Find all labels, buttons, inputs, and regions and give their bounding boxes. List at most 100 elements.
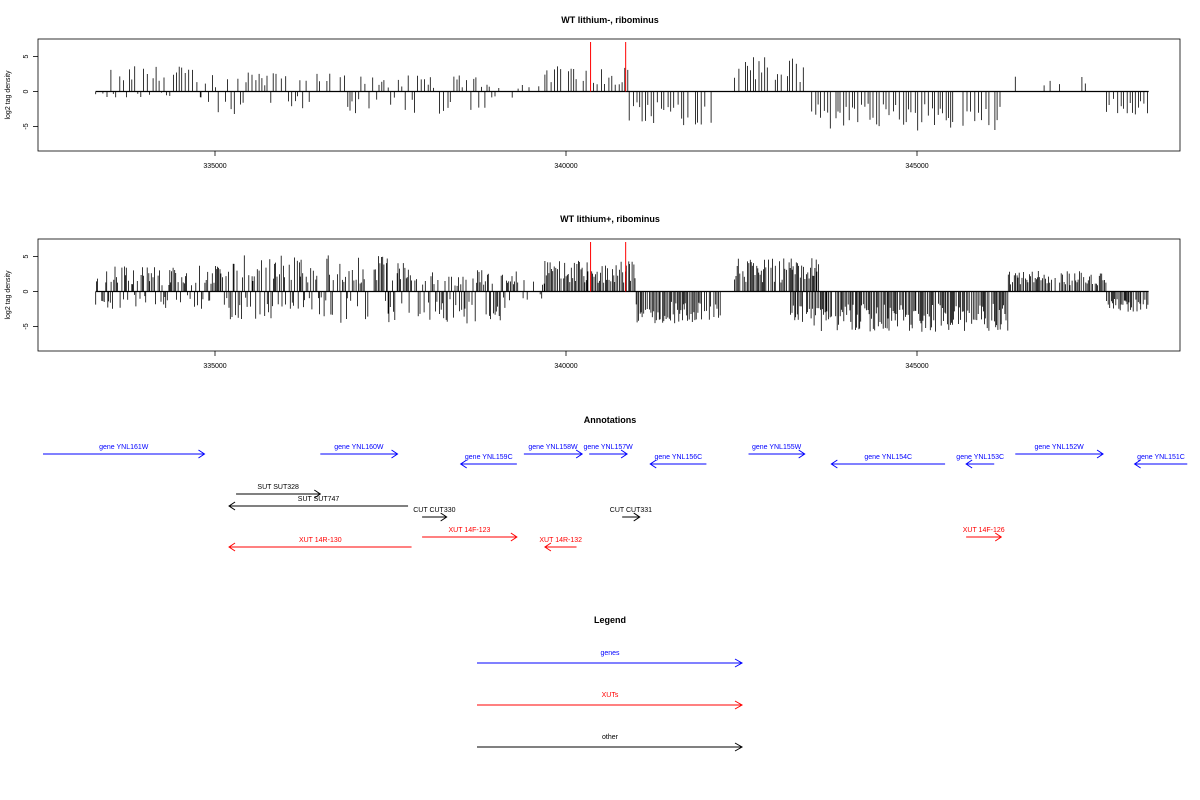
plot-frame <box>37 38 1181 152</box>
feature-label: gene YNL154C <box>864 454 912 461</box>
density-bars <box>95 255 1149 332</box>
x-tick-label: 345000 <box>905 163 928 170</box>
legend-item: other <box>477 734 744 752</box>
annotation-feature: CUT CUT331 <box>610 507 652 522</box>
annotation-feature: gene YNL152W <box>1015 444 1104 459</box>
density-bars <box>95 57 1148 131</box>
legend-label: other <box>602 734 619 741</box>
feature-label: gene YNL160W <box>334 444 384 451</box>
y-axis: -5 0 5 <box>23 254 38 330</box>
arrowhead-icon <box>1096 449 1104 459</box>
y-tick-label: 0 <box>23 289 30 293</box>
feature-label: XUT 14F-126 <box>963 527 1005 534</box>
feature-label: CUT CUT331 <box>610 507 652 514</box>
y-tick-label: 5 <box>23 254 30 258</box>
annotation-feature: XUT 14F-123 <box>422 527 518 542</box>
annotation-feature: gene YNL151C <box>1133 454 1188 469</box>
arrowhead-icon <box>830 459 838 469</box>
arrowhead-icon <box>440 512 448 522</box>
y-axis: -5 0 5 <box>23 54 38 130</box>
legend-item: XUTs <box>477 692 744 710</box>
arrowhead-icon <box>633 512 641 522</box>
y-tick-label: 0 <box>23 89 30 93</box>
arrowhead-icon <box>734 742 744 752</box>
y-tick-label: -5 <box>23 123 30 129</box>
arrowhead-icon <box>459 459 467 469</box>
feature-label: gene YNL153C <box>956 454 1004 461</box>
arrowhead-icon <box>994 532 1003 542</box>
feature-label: gene YNL156C <box>654 454 702 461</box>
feature-label: XUT 14F-123 <box>449 527 491 534</box>
annotation-feature: gene YNL161W <box>43 444 206 459</box>
annotation-feature: gene YNL155W <box>748 444 806 459</box>
feature-label: gene YNL161W <box>99 444 149 451</box>
arrowhead-icon <box>544 542 552 552</box>
feature-label: gene YNL152W <box>1035 444 1085 451</box>
annotation-feature: gene YNL154C <box>830 454 946 469</box>
x-tick-label: 335000 <box>203 163 226 170</box>
arrowhead-icon <box>649 459 657 469</box>
arrowhead-icon <box>391 449 399 459</box>
arrowhead-icon <box>734 658 744 668</box>
arrowhead-icon <box>575 449 584 459</box>
track-panel-lithium-plus: WT lithium+, ribominus log2 tag density … <box>5 214 1181 370</box>
x-tick-label: 340000 <box>554 363 577 370</box>
legend-panel: Legend genes XUTs other <box>477 615 744 752</box>
feature-label: SUT SUT747 <box>298 496 340 503</box>
annotation-feature: gene YNL159C <box>459 454 517 469</box>
arrowhead-icon <box>198 449 206 459</box>
arrowhead-icon <box>314 489 322 499</box>
annotation-feature: gene YNL158W <box>523 444 584 459</box>
x-axis: 335000 340000 345000 <box>203 151 929 170</box>
annotation-feature: gene YNL157W <box>583 444 633 459</box>
feature-label: gene YNL158W <box>528 444 578 451</box>
selection-markers <box>590 242 627 292</box>
annotation-feature: XUT 14R-132 <box>539 537 582 552</box>
annotation-feature: CUT CUT330 <box>413 507 456 522</box>
arrowhead-icon <box>228 501 236 511</box>
arrowhead-icon <box>510 532 518 542</box>
plot-frame <box>37 238 1181 352</box>
legend-title: Legend <box>594 615 626 625</box>
annotation-features: gene YNL161W gene YNL160W gene YNL159C gene… <box>43 444 1188 552</box>
x-tick-label: 340000 <box>554 163 577 170</box>
annotations-title: Annotations <box>584 415 637 425</box>
arrowhead-icon <box>1133 459 1141 469</box>
annotation-feature: XUT 14F-126 <box>963 527 1005 542</box>
arrowhead-icon <box>798 449 806 459</box>
feature-label: CUT CUT330 <box>413 507 455 514</box>
feature-label: gene YNL157W <box>583 444 633 451</box>
y-axis-label: log2 tag density <box>5 70 12 120</box>
arrowhead-icon <box>734 700 744 710</box>
arrowhead-icon <box>228 542 236 552</box>
annotation-feature: SUT SUT328 <box>236 484 322 499</box>
legend-label: genes <box>600 650 620 657</box>
legend-items: genes XUTs other <box>477 650 744 752</box>
annotation-feature: SUT SUT747 <box>228 496 409 511</box>
feature-label: XUT 14R-132 <box>539 537 582 544</box>
y-tick-label: -5 <box>23 323 30 329</box>
annotation-feature: gene YNL156C <box>649 454 707 469</box>
annotation-feature: gene YNL153C <box>956 454 1004 469</box>
x-axis: 335000 340000 345000 <box>203 351 929 370</box>
arrowhead-icon <box>620 449 628 459</box>
track-title: WT lithium+, ribominus <box>560 214 660 224</box>
feature-label: gene YNL159C <box>465 454 513 461</box>
annotations-panel: Annotations gene YNL161W gene YNL160Wgene… <box>43 415 1188 552</box>
x-tick-label: 345000 <box>905 363 928 370</box>
annotation-feature: gene YNL160W <box>320 444 399 459</box>
track-panel-lithium-minus: WT lithium-, ribominus log2 tag density … <box>5 15 1181 170</box>
y-tick-label: 5 <box>23 54 30 58</box>
legend-label: XUTs <box>602 692 619 699</box>
selection-markers <box>590 42 627 92</box>
x-tick-label: 335000 <box>203 363 226 370</box>
arrowhead-icon <box>965 459 973 469</box>
y-axis-label: log2 tag density <box>5 270 12 320</box>
track-title: WT lithium-, ribominus <box>561 15 659 25</box>
feature-label: SUT SUT328 <box>257 484 299 491</box>
feature-label: gene YNL151C <box>1137 454 1185 461</box>
legend-item: genes <box>477 650 744 668</box>
annotation-feature: XUT 14R-130 <box>228 537 412 552</box>
feature-label: XUT 14R-130 <box>299 537 342 544</box>
